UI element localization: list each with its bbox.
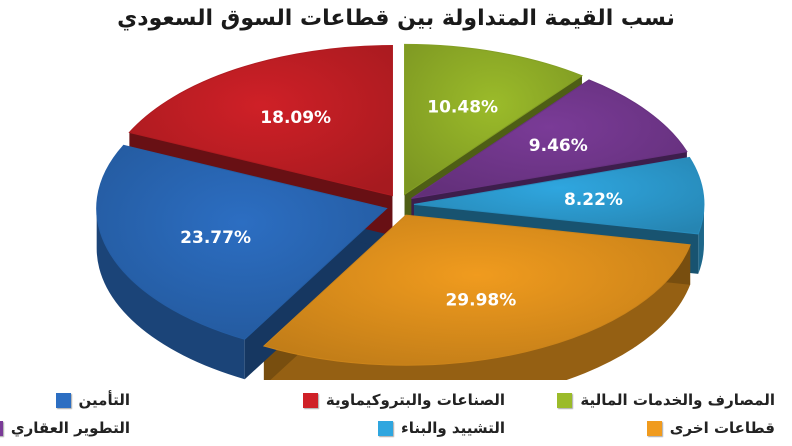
chart-title: نسب القيمة المتداولة بين قطاعات السوق ال… [117, 6, 675, 31]
slice-label-3: 29.98% [445, 291, 516, 311]
pie-slice-1 [411, 79, 688, 200]
legend-item-2: المصارف والخدمات المالية [557, 388, 775, 412]
pie-slice-2 [413, 156, 705, 235]
legend-swatch-1 [302, 392, 318, 408]
legend-swatch-5 [646, 420, 662, 436]
legend-swatch-4 [378, 420, 394, 436]
slice-label-1: 9.46% [529, 136, 588, 156]
legend-item-3: التطوير العقاري [0, 416, 130, 440]
pie-chart: 10.48% 9.46% 8.22% 29.98% 23.77% 18.09% [96, 43, 705, 380]
legend-swatch-0 [55, 392, 71, 408]
legend-item-0: التأمين [55, 388, 130, 412]
legend-label-3: التطوير العقاري [10, 419, 130, 437]
legend-swatch-2 [557, 392, 573, 408]
legend-label-0: التأمين [78, 391, 130, 409]
pie-slice-5 [128, 45, 393, 197]
slice-label-5: 18.09% [260, 108, 331, 128]
legend-swatch-3 [0, 420, 3, 436]
legend-label-1: الصناعات والبتروكيماوية [325, 391, 505, 409]
legend-label-2: المصارف والخدمات المالية [580, 391, 775, 409]
legend-label-4: التشييد والبناء [401, 419, 505, 437]
pie-side-4 [96, 208, 245, 380]
pie-slice-4 [96, 144, 388, 340]
slice-label-4: 23.77% [180, 228, 251, 248]
legend-item-4: التشييد والبناء [378, 416, 505, 440]
legend-item-5: قطاعات اخرى [646, 416, 775, 440]
pie-slice-0 [404, 43, 584, 196]
pie-slice-3 [262, 214, 691, 366]
slice-label-2: 8.22% [564, 190, 623, 210]
pie-side-3 [263, 244, 691, 380]
slice-label-0: 10.48% [427, 97, 498, 117]
chart-legend: التأمين الصناعات والبتروكيماوية المصارف وا… [0, 380, 792, 446]
legend-item-1: الصناعات والبتروكيماوية [302, 388, 505, 412]
legend-label-5: قطاعات اخرى [669, 419, 775, 437]
